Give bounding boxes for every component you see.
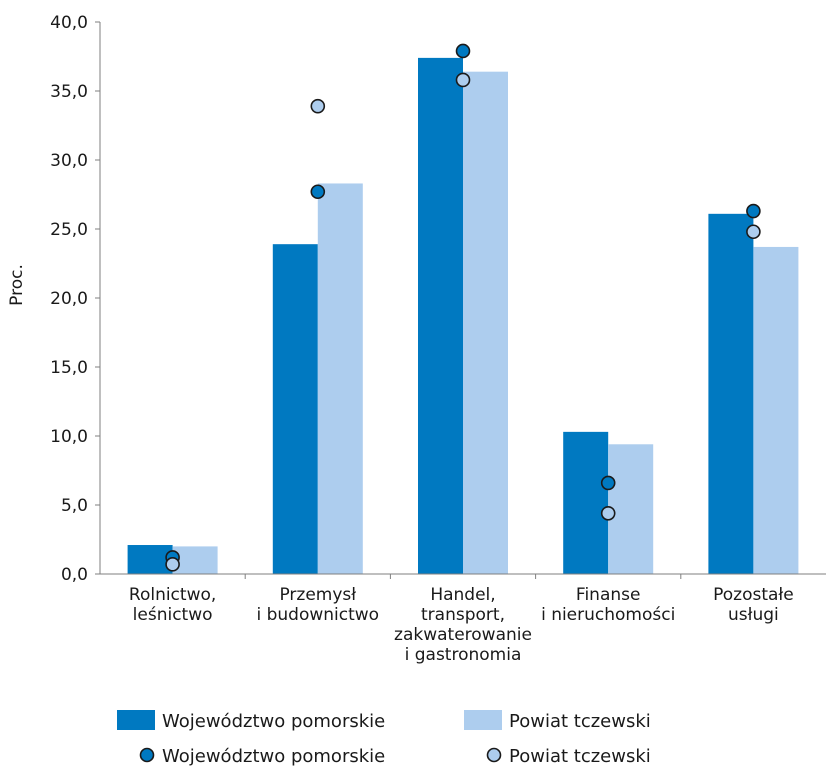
point-wojewodztwo: [600, 475, 616, 491]
y-tick-label: 10,0: [50, 427, 88, 447]
bar-powiat: [463, 71, 508, 575]
y-tick-label: 0,0: [61, 565, 88, 585]
legend: Województwo pomorskie Powiat tczewski Woje…: [117, 710, 651, 767]
bar-wojewodztwo: [563, 431, 609, 574]
y-tick-label: 5,0: [61, 496, 88, 516]
point-wojewodztwo: [455, 43, 471, 59]
y-tick-label: 35,0: [50, 82, 88, 102]
bar-powiat: [317, 183, 363, 574]
legend-swatch-point: [139, 747, 155, 763]
category-label: Handel, transport, zakwaterowanie i gastron…: [394, 585, 532, 665]
legend-swatch-bar: [464, 710, 502, 730]
y-axis: 0,0 5,0 10,0 15,0 20,0 25,0 30,0 35,0 40,0: [50, 13, 101, 585]
bar-wojewodztwo: [708, 213, 754, 574]
category-label: Finanse i nieruchomości: [541, 585, 675, 625]
bar-powiat: [753, 246, 799, 574]
bar-powiat: [172, 546, 218, 574]
y-tick-label: 15,0: [50, 358, 88, 378]
legend-swatch-bar: [117, 710, 155, 730]
point-powiat: [310, 98, 326, 114]
legend-label: Powiat tczewski: [509, 711, 651, 732]
legend-swatch-point: [486, 747, 502, 763]
y-tick-label: 20,0: [50, 289, 88, 309]
bar-wojewodztwo: [272, 244, 318, 574]
category-label: Rolnictwo, leśnictwo: [129, 585, 216, 625]
legend-label: Powiat tczewski: [509, 746, 651, 767]
points: [165, 43, 761, 572]
point-powiat: [600, 505, 616, 521]
point-wojewodztwo: [310, 184, 326, 200]
category-label: Przemysł i budownictwo: [256, 585, 379, 625]
y-tick-label: 40,0: [50, 13, 88, 33]
y-axis-title: Proc.: [7, 264, 27, 306]
point-powiat: [455, 72, 471, 88]
bar-wojewodztwo: [418, 57, 463, 574]
point-powiat: [165, 557, 180, 572]
x-axis: Rolnictwo, leśnictwo Przemysł i budownictwo…: [100, 573, 826, 665]
bars: [127, 57, 799, 575]
point-wojewodztwo: [746, 203, 761, 219]
bar-powiat: [608, 444, 654, 574]
point-powiat: [746, 224, 761, 240]
legend-label: Województwo pomorskie: [162, 711, 385, 732]
bar-wojewodztwo: [127, 545, 173, 574]
y-tick-label: 30,0: [50, 151, 88, 171]
category-label: Pozostałe usługi: [713, 585, 794, 625]
y-tick-label: 25,0: [50, 220, 88, 240]
legend-label: Województwo pomorskie: [162, 746, 385, 767]
